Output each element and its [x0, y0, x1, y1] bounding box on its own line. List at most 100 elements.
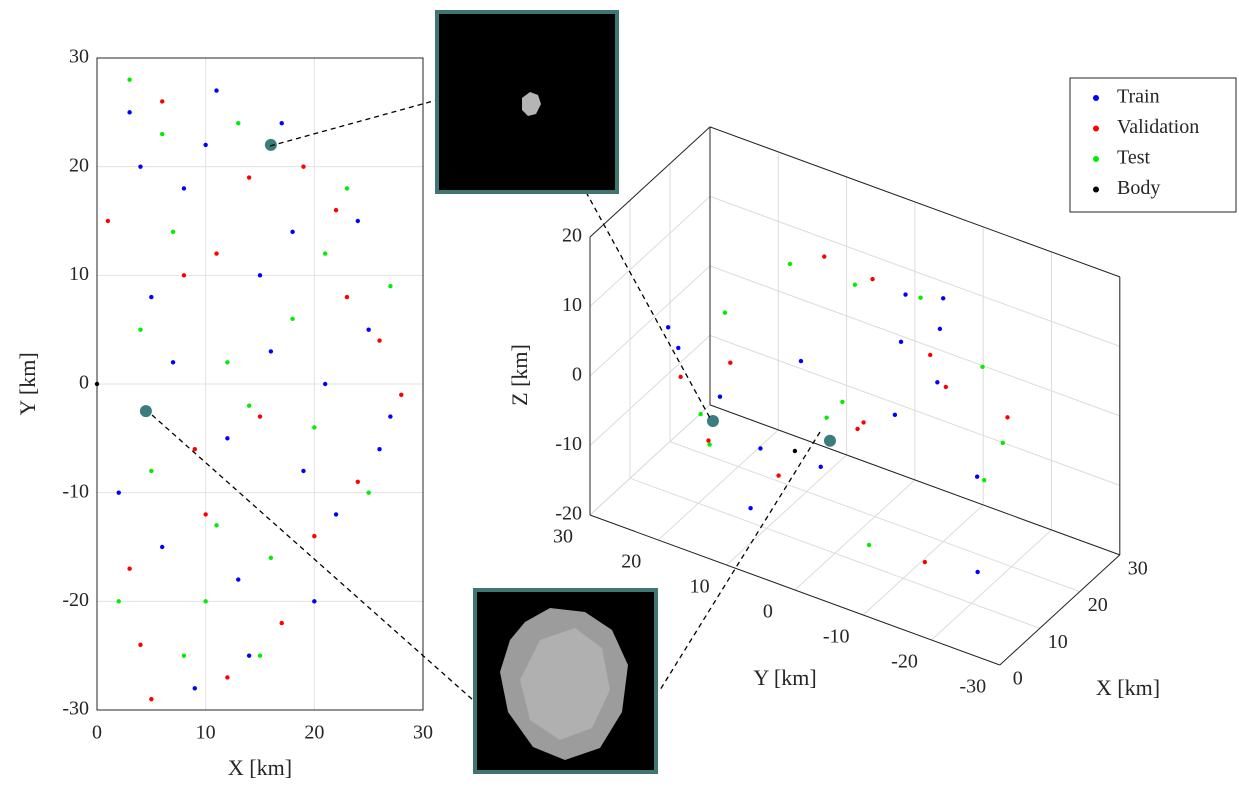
point — [706, 438, 711, 443]
point — [866, 542, 872, 548]
point — [236, 577, 241, 582]
point — [138, 327, 143, 332]
legend-label: Validation — [1117, 116, 1199, 138]
point — [344, 186, 350, 191]
point — [333, 512, 339, 517]
point — [852, 282, 858, 287]
y-axis-label: Y [km] — [753, 665, 816, 690]
highlight — [823, 434, 836, 447]
point — [160, 544, 165, 550]
point — [824, 415, 829, 420]
grid-line — [589, 196, 711, 307]
axis-line — [589, 514, 1000, 666]
point — [170, 360, 176, 365]
point — [898, 339, 904, 345]
point — [678, 374, 683, 380]
point — [981, 477, 987, 483]
point — [127, 110, 132, 115]
point — [728, 360, 733, 365]
axis-line — [999, 554, 1121, 666]
axis-line — [709, 404, 1120, 556]
point — [225, 360, 230, 365]
axis-line — [709, 126, 1120, 278]
y-tick-label: -30 — [959, 676, 986, 698]
grid-line — [794, 479, 916, 591]
legend-label: Body — [1117, 177, 1160, 199]
point — [138, 164, 143, 169]
legend: Train Validation Test Body — [1093, 86, 1199, 199]
point — [928, 352, 933, 358]
point — [181, 186, 187, 191]
y-tick-label: -30 — [62, 698, 89, 720]
point — [676, 345, 681, 351]
x-tick-label: 30 — [1128, 557, 1148, 579]
y-tick-label: 20 — [69, 154, 89, 176]
x-tick-label: 0 — [1013, 668, 1023, 690]
point — [181, 273, 187, 278]
inset-far — [435, 10, 619, 194]
point — [377, 338, 382, 343]
point — [312, 425, 317, 430]
x-tick-label: 10 — [196, 722, 216, 744]
legend-marker — [1093, 186, 1099, 193]
highlight — [264, 138, 277, 151]
point — [257, 414, 263, 419]
y-axis-label: Y [km] — [15, 352, 40, 415]
point — [246, 175, 252, 180]
point — [246, 653, 252, 658]
point — [181, 653, 187, 658]
point — [717, 394, 723, 399]
highlight — [139, 405, 152, 418]
point — [149, 294, 154, 300]
point — [974, 474, 980, 479]
axis-line — [589, 126, 711, 238]
highlight — [706, 415, 719, 427]
point — [776, 473, 781, 478]
point — [116, 599, 121, 604]
grid-line — [589, 404, 711, 516]
point — [792, 448, 798, 454]
point — [698, 411, 703, 417]
scatter-2d: 0 10 20 30 -30 -20 -10 0 10 20 30 X [km] Y [km] — [15, 46, 433, 780]
y-tick-label: 20 — [621, 551, 641, 573]
grid-line — [589, 265, 711, 377]
point — [160, 131, 165, 137]
point — [355, 218, 360, 224]
point — [922, 559, 928, 565]
point — [160, 99, 165, 104]
point — [840, 399, 845, 405]
point — [388, 414, 393, 419]
point — [937, 326, 943, 332]
point — [203, 512, 208, 517]
point — [116, 490, 121, 495]
point — [214, 523, 219, 528]
legend-marker — [1093, 95, 1099, 101]
point — [323, 381, 328, 387]
point — [1005, 415, 1010, 420]
point — [903, 292, 908, 297]
legend-marker — [1093, 125, 1099, 132]
grid-line — [931, 529, 1052, 641]
y-tick-label: 10 — [69, 263, 89, 285]
point — [870, 276, 875, 282]
point — [170, 229, 176, 235]
x-axis-label: X [km] — [228, 755, 292, 780]
y-tick-label: 0 — [79, 372, 89, 394]
y-tick-label: 10 — [690, 576, 710, 598]
point — [665, 325, 671, 330]
x-tick-label: 10 — [1048, 631, 1068, 653]
point — [366, 490, 371, 495]
point — [127, 77, 132, 82]
point — [748, 506, 753, 511]
point — [268, 349, 274, 354]
point — [192, 686, 197, 691]
x-tick-label: 20 — [304, 722, 324, 744]
point — [105, 218, 111, 224]
point — [149, 696, 154, 702]
point — [798, 358, 804, 364]
point — [344, 294, 350, 300]
point — [94, 381, 100, 387]
x-tick-label: 0 — [92, 722, 102, 744]
